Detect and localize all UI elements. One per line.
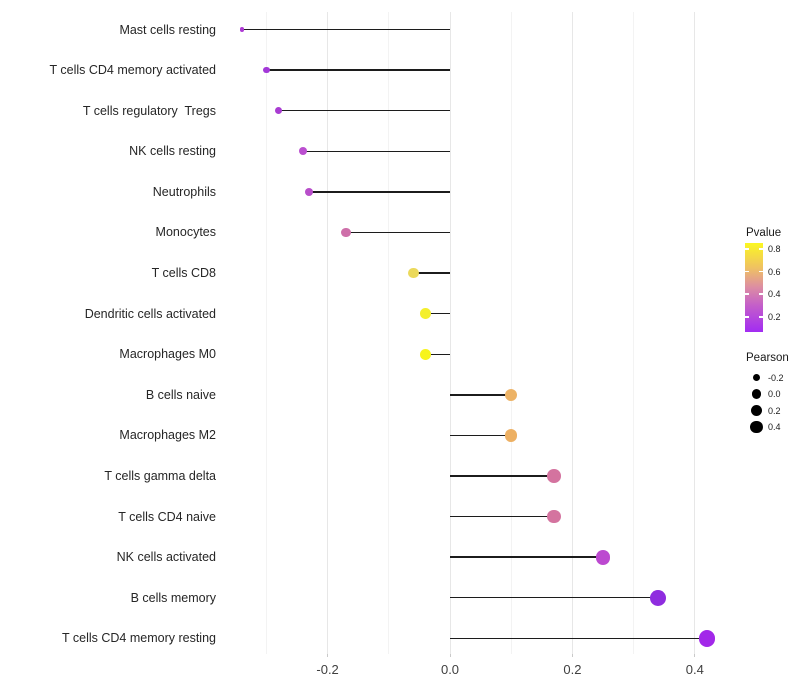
lollipop-stem [450,515,555,518]
lollipop-stem [450,434,512,437]
lollipop-stem [345,231,450,234]
lollipop-dot [505,388,518,401]
x-axis-tick-label: -0.2 [316,662,339,677]
lollipop-stem [413,272,450,274]
pearson-legend-dot [752,373,761,382]
category-label: T cells gamma delta [104,468,216,483]
pearson-legend-dot [750,404,763,417]
minor-gridline [510,12,512,654]
lollipop-stem [303,150,450,152]
pearson-legend-title: Pearson [746,352,789,364]
category-label: NK cells resting [129,144,216,159]
pvalue-bar-tick [759,316,763,318]
lollipop-dot [305,187,314,196]
pvalue-bar-tick [759,293,763,296]
pvalue-bar-tick [745,270,749,273]
lollipop-dot [263,66,270,74]
lollipop-dot [547,509,561,524]
pearson-tick-label: 0.4 [768,422,781,432]
major-gridline [571,12,573,654]
minor-gridline [388,12,390,654]
category-label: Dendritic cells activated [84,306,216,321]
x-axis-tick [449,654,451,657]
pearson-legend-dot [751,389,762,399]
lollipop-stem [450,597,659,599]
lollipop-dot [239,27,245,32]
pearson-tick-label: 0.0 [768,389,781,399]
lollipop-stem [450,637,708,640]
x-axis-tick [694,654,696,657]
pvalue-gradient-bar [745,243,763,332]
x-axis-tick-label: 0.4 [685,662,704,677]
category-label: NK cells activated [116,550,216,565]
pvalue-tick-label: 0.8 [768,244,781,254]
pvalue-bar-tick [759,270,763,273]
major-gridline [694,12,696,654]
lollipop-dot [698,630,716,647]
category-label: B cells naive [145,387,216,402]
lollipop-stem [425,353,450,355]
x-axis-tick [327,654,329,657]
category-label: T cells CD8 [151,266,216,281]
pvalue-bar-tick [745,293,749,296]
lollipop-dot [299,147,308,156]
pvalue-bar-tick [745,316,749,318]
pvalue-bar-tick [745,248,749,250]
lollipop-dot [341,227,351,238]
lollipop-dot [420,348,431,360]
pvalue-bar-tick [759,248,763,250]
x-axis-tick-label: 0.0 [440,662,460,677]
pvalue-legend-title: Pvalue [746,227,782,239]
lollipop-dot [504,429,518,442]
pearson-legend-dot [750,420,763,434]
minor-gridline [265,12,267,654]
lollipop-stem [278,109,450,112]
lollipop-stem [266,69,450,71]
lollipop-dot [650,589,666,606]
category-label: T cells CD4 memory activated [49,63,217,78]
pearson-tick-label: -0.2 [768,372,784,383]
lollipop-stem [425,312,450,315]
lollipop-stem [309,191,450,193]
pvalue-tick-label: 0.6 [768,266,781,277]
category-label: Mast cells resting [119,22,216,37]
pvalue-tick-label: 0.4 [768,289,781,300]
lollipop-stem [450,394,512,396]
lollipop-stem [241,28,450,31]
category-label: T cells regulatory Tregs [82,103,216,118]
lollipop-dot [407,267,419,279]
category-label: T cells CD4 memory resting [62,631,216,646]
lollipop-stem [450,475,555,477]
pearson-tick-label: 0.2 [768,405,781,416]
pvalue-tick-label: 0.2 [768,311,781,322]
category-label: T cells CD4 naive [118,509,216,524]
lollipop-dot [595,549,611,565]
lollipop-stem [450,556,603,558]
category-label: Macrophages M0 [119,347,216,362]
category-label: Macrophages M2 [119,428,216,443]
major-gridline [327,12,329,654]
lollipop-dot [275,107,283,115]
category-label: Neutrophils [152,184,216,199]
major-gridline [449,12,451,654]
category-label: B cells memory [130,590,216,605]
minor-gridline [633,12,635,654]
lollipop-dot [420,308,431,320]
lollipop-dot [547,469,561,483]
x-axis-tick-label: 0.2 [563,662,582,677]
x-axis-tick [571,654,573,657]
category-label: Monocytes [155,225,216,240]
